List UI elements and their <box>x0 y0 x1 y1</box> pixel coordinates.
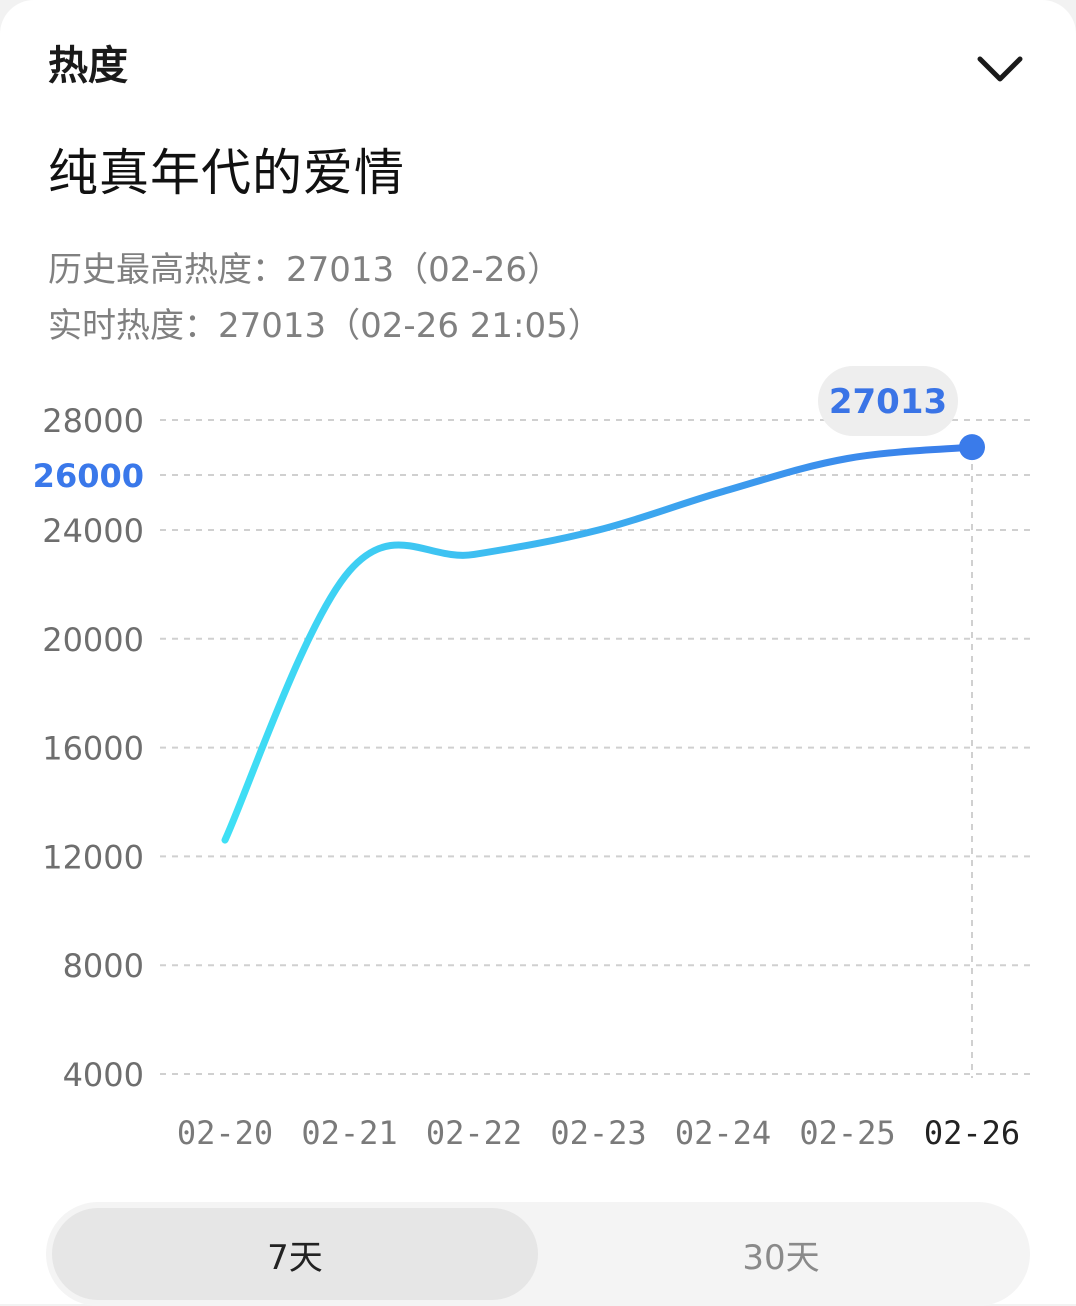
y-tick-label: 12000 <box>42 838 144 876</box>
y-tick-label: 24000 <box>42 512 144 550</box>
y-tick-label: 4000 <box>63 1056 144 1094</box>
value-tooltip-label: 27013 <box>829 382 947 422</box>
x-tick-label: 02-24 <box>675 1114 771 1152</box>
section-title: 热度 <box>48 43 128 89</box>
topic-title: 纯真年代的爱情 <box>48 144 405 202</box>
data-point[interactable] <box>844 455 852 463</box>
value-tooltip <box>818 366 958 436</box>
x-tick-label: 02-20 <box>177 1114 273 1152</box>
data-point[interactable] <box>221 836 229 844</box>
history-peak-heat: 历史最高热度：27013（02-26） <box>48 250 561 290</box>
range-tab-30-days[interactable]: 30天 <box>742 1237 820 1278</box>
data-point[interactable] <box>719 488 727 496</box>
data-point[interactable] <box>470 550 478 558</box>
realtime-heat: 实时热度：27013（02-26 21:05） <box>48 306 602 346</box>
x-tick-label: 02-22 <box>426 1114 522 1152</box>
collapse-button[interactable] <box>968 40 1032 96</box>
chevron-down-icon <box>977 56 1023 82</box>
y-tick-label: 8000 <box>63 947 144 985</box>
x-tick-label: 02-23 <box>550 1114 646 1152</box>
x-tick-label: 02-21 <box>301 1114 397 1152</box>
x-tick-label: 02-25 <box>799 1114 895 1152</box>
y-tick-label: 28000 <box>42 402 144 440</box>
range-selector: 7天 30天 <box>46 1202 1030 1306</box>
y-tick-label: 16000 <box>42 730 144 768</box>
range-tab-7-days[interactable]: 7天 <box>52 1208 538 1300</box>
heat-series-line <box>221 443 976 844</box>
y-tick-label: 26000 <box>33 457 144 495</box>
selected-data-point[interactable] <box>959 434 985 461</box>
data-point[interactable] <box>346 567 354 575</box>
data-point[interactable] <box>595 526 603 534</box>
heat-line-chart: 28000 26000 24000 20000 16000 12000 8000 4000 0… <box>33 366 1030 1152</box>
y-tick-label: 20000 <box>42 621 144 659</box>
x-tick-label: 02-26 <box>924 1114 1020 1152</box>
